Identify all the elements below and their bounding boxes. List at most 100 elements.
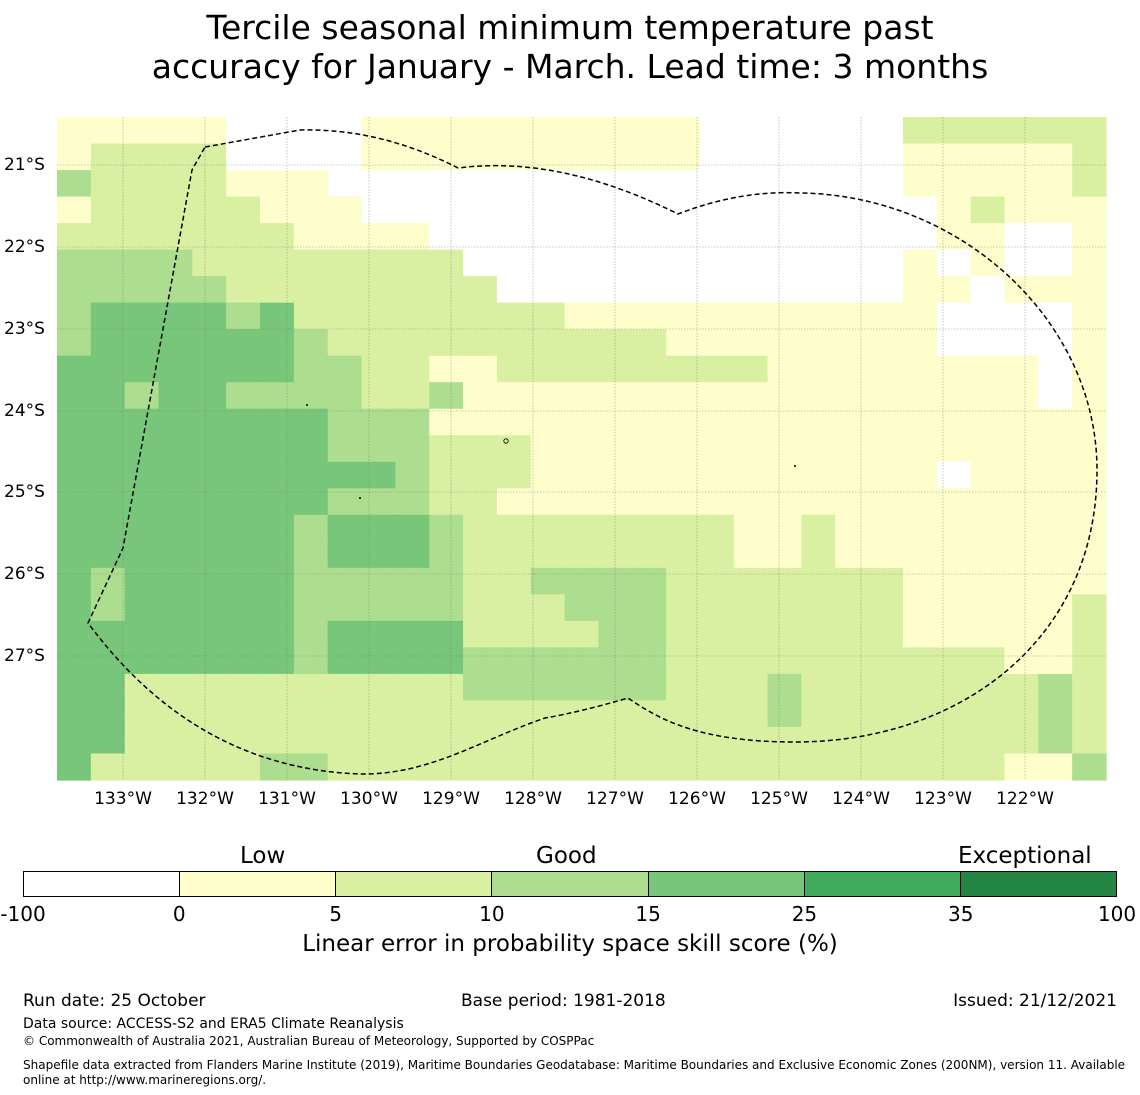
grid-cell bbox=[530, 726, 566, 755]
grid-cell bbox=[801, 461, 836, 489]
grid-cell bbox=[463, 620, 498, 648]
grid-cell bbox=[699, 302, 735, 330]
grid-cell bbox=[902, 382, 938, 410]
grid-cell bbox=[226, 249, 261, 277]
grid-cell bbox=[1038, 461, 1073, 489]
grid-cell bbox=[1038, 514, 1073, 542]
grid-cell bbox=[869, 117, 904, 145]
grid-cell bbox=[902, 408, 938, 436]
grid-cell bbox=[699, 223, 735, 251]
grid-cell bbox=[463, 382, 498, 410]
grid-cell bbox=[293, 620, 329, 648]
grid-cell bbox=[57, 276, 92, 304]
grid-cell bbox=[327, 143, 363, 171]
grid-cell bbox=[463, 196, 498, 224]
grid-cell bbox=[801, 329, 836, 357]
grid-cell bbox=[226, 647, 261, 675]
grid-cell bbox=[801, 435, 836, 463]
grid-cell bbox=[226, 302, 261, 330]
grid-cell bbox=[463, 223, 498, 251]
grid-cell bbox=[801, 276, 836, 304]
grid-cell bbox=[598, 514, 633, 542]
grid-cell bbox=[57, 567, 92, 595]
grid-cell bbox=[90, 673, 126, 702]
grid-cell bbox=[767, 355, 803, 383]
shapefile-credit-line-1: Shapefile data extracted from Flanders M… bbox=[23, 1058, 1126, 1072]
grid-cell bbox=[564, 594, 600, 622]
grid-cell bbox=[496, 170, 532, 198]
grid-cell bbox=[666, 594, 701, 622]
grid-cell bbox=[835, 249, 870, 277]
grid-cell bbox=[1072, 170, 1107, 198]
colorbar-tick-label: 15 bbox=[635, 902, 661, 926]
grid-cell bbox=[530, 753, 566, 781]
grid-cell bbox=[936, 408, 972, 436]
longitude-label: 124°W bbox=[832, 789, 890, 809]
grid-cell bbox=[733, 408, 769, 436]
grid-cell bbox=[1072, 567, 1107, 595]
grid-cell bbox=[835, 620, 870, 648]
grid-cell bbox=[327, 567, 363, 595]
grid-cell bbox=[429, 620, 464, 648]
grid-cell bbox=[192, 647, 227, 675]
grid-cell bbox=[1038, 223, 1073, 251]
grid-cell bbox=[361, 514, 396, 542]
grid-cell bbox=[564, 567, 600, 595]
grid-cell bbox=[869, 276, 904, 304]
grid-cell bbox=[226, 355, 261, 383]
grid-cell bbox=[666, 223, 701, 251]
grid-cell bbox=[530, 170, 566, 198]
grid-cell bbox=[632, 143, 667, 171]
grid-cell bbox=[192, 488, 227, 516]
grid-cell bbox=[666, 700, 701, 728]
grid-cell bbox=[124, 726, 160, 755]
grid-cell bbox=[260, 302, 295, 330]
grid-cell bbox=[260, 753, 295, 781]
grid-cell bbox=[361, 196, 396, 224]
grid-cell bbox=[902, 647, 938, 675]
grid-cell bbox=[699, 196, 735, 224]
grid-cell bbox=[90, 461, 126, 489]
grid-cell bbox=[327, 647, 363, 675]
grid-cell bbox=[801, 408, 836, 436]
grid-cell bbox=[395, 249, 430, 277]
grid-cell bbox=[327, 223, 363, 251]
grid-cell bbox=[293, 355, 329, 383]
grid-cell bbox=[57, 594, 92, 622]
grid-cell bbox=[327, 249, 363, 277]
grid-cell bbox=[936, 223, 972, 251]
grid-cell bbox=[260, 700, 295, 728]
grid-cell bbox=[936, 461, 972, 489]
grid-cell bbox=[192, 143, 227, 171]
grid-cell bbox=[598, 355, 633, 383]
grid-cell bbox=[699, 170, 735, 198]
grid-cell bbox=[395, 355, 430, 383]
grid-cell bbox=[361, 461, 396, 489]
grid-cell bbox=[970, 170, 1006, 198]
grid-cell bbox=[970, 276, 1006, 304]
grid-cell bbox=[801, 302, 836, 330]
grid-cell bbox=[124, 700, 160, 728]
grid-cell bbox=[936, 700, 972, 728]
grid-cell bbox=[902, 117, 938, 145]
grid-cell bbox=[1072, 223, 1107, 251]
grid-cell bbox=[598, 196, 633, 224]
grid-cell bbox=[666, 408, 701, 436]
grid-cell bbox=[1072, 673, 1107, 702]
grid-cell bbox=[835, 276, 870, 304]
grid-cell bbox=[835, 673, 870, 702]
grid-cell bbox=[226, 435, 261, 463]
grid-cell bbox=[57, 143, 92, 171]
grid-cell bbox=[260, 435, 295, 463]
grid-cell bbox=[226, 726, 261, 755]
grid-cell bbox=[192, 461, 227, 489]
grid-cell bbox=[327, 620, 363, 648]
grid-cell bbox=[57, 249, 92, 277]
longitude-label: 131°W bbox=[258, 789, 316, 809]
grid-cell bbox=[1072, 276, 1107, 304]
grid-cell bbox=[835, 223, 870, 251]
longitude-label: 128°W bbox=[504, 789, 562, 809]
grid-cell bbox=[598, 223, 633, 251]
grid-cell bbox=[699, 541, 735, 569]
grid-cell bbox=[869, 673, 904, 702]
